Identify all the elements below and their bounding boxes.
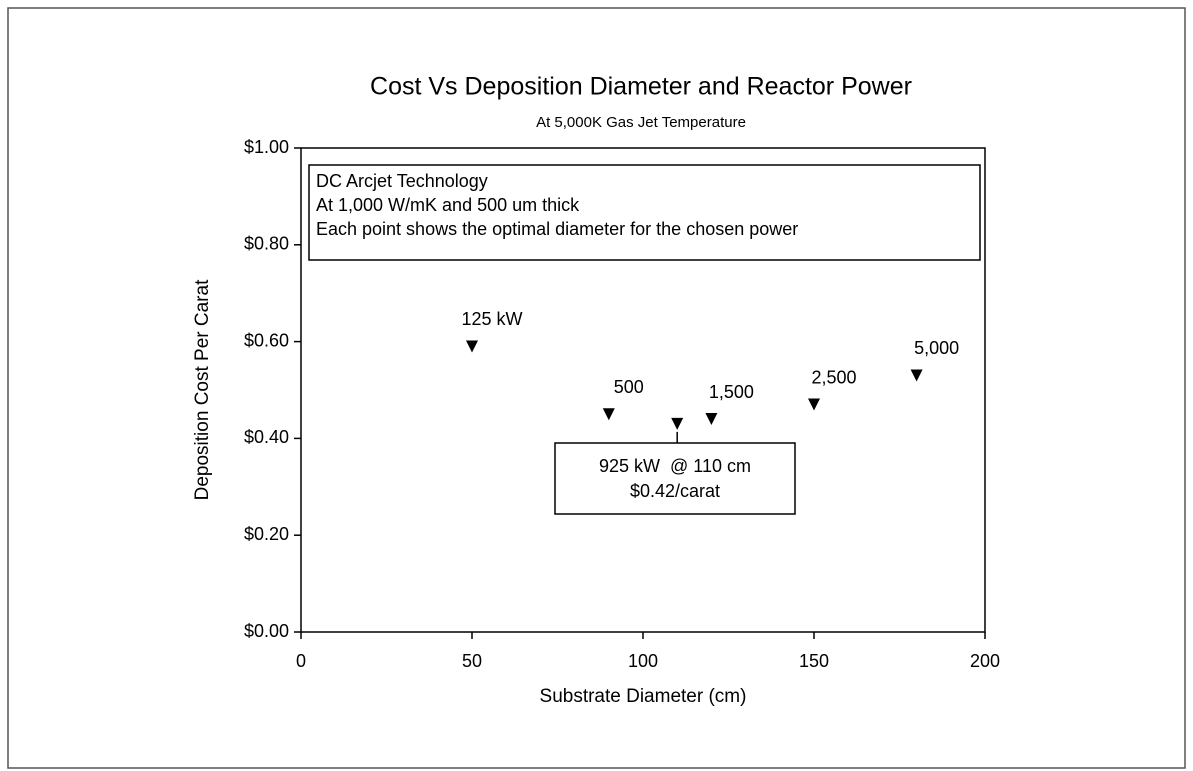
point bbox=[671, 417, 684, 430]
point-label: 500 bbox=[614, 377, 644, 397]
callout-text: $0.42/carat bbox=[630, 481, 720, 501]
y-tick-label: $0.20 bbox=[244, 524, 289, 544]
point bbox=[808, 398, 820, 411]
x-tick-label: 100 bbox=[628, 651, 658, 671]
x-tick-label: 200 bbox=[970, 651, 1000, 671]
x-axis-label: Substrate Diameter (cm) bbox=[540, 686, 747, 707]
y-tick-label: $1.00 bbox=[244, 137, 289, 157]
chart-title: Cost Vs Deposition Diameter and Reactor … bbox=[370, 73, 912, 101]
point bbox=[705, 413, 718, 426]
callout-text: 925 kW @ 110 cm bbox=[599, 456, 751, 476]
point-label: 5,000 bbox=[914, 338, 959, 358]
chart-subtitle: At 5,000K Gas Jet Temperature bbox=[536, 114, 746, 131]
x-tick-label: 0 bbox=[296, 651, 306, 671]
point bbox=[602, 408, 615, 421]
frame bbox=[7, 7, 1186, 769]
info-text: Each point shows the optimal diameter fo… bbox=[316, 219, 798, 239]
x-tick-label: 150 bbox=[799, 651, 829, 671]
x-tick-label: 50 bbox=[462, 651, 482, 671]
y-tick-label: $0.80 bbox=[244, 234, 289, 254]
info-box bbox=[308, 164, 981, 261]
point-label: 1,500 bbox=[709, 382, 754, 402]
info-text: DC Arcjet Technology bbox=[316, 171, 488, 191]
point-label: 125 kW bbox=[461, 309, 522, 329]
point-label: 2,500 bbox=[811, 367, 856, 387]
y-tick-label: $0.40 bbox=[244, 427, 289, 447]
callout-box bbox=[554, 442, 796, 515]
y-tick-label: $0.00 bbox=[244, 621, 289, 641]
point bbox=[466, 340, 478, 353]
y-tick-label: $0.60 bbox=[244, 330, 289, 350]
point bbox=[910, 369, 923, 382]
info-text: At 1,000 W/mK and 500 um thick bbox=[316, 195, 580, 215]
y-axis-label: Deposition Cost Per Carat bbox=[192, 279, 213, 500]
